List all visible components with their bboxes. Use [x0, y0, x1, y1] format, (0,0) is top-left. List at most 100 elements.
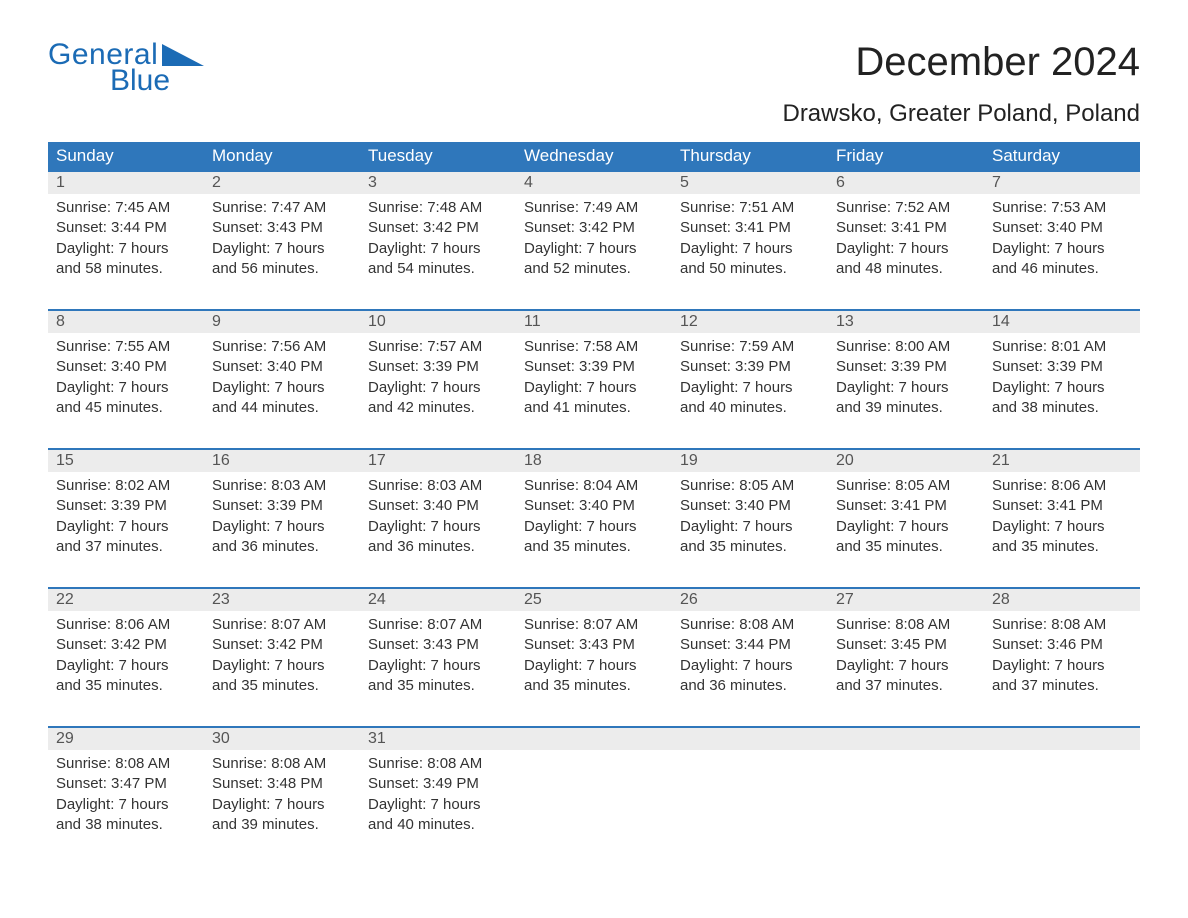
day-body-cell: Sunrise: 7:56 AMSunset: 3:40 PMDaylight:… — [204, 333, 360, 429]
daylight-line: and 35 minutes. — [680, 537, 820, 557]
col-wednesday: Wednesday — [516, 142, 672, 171]
daylight-line: and 52 minutes. — [524, 259, 664, 279]
sunset-line: Sunset: 3:39 PM — [368, 357, 508, 377]
daylight-line: Daylight: 7 hours — [56, 795, 196, 815]
day-number-cell — [984, 727, 1140, 750]
day-number-cell: 11 — [516, 310, 672, 333]
col-tuesday: Tuesday — [360, 142, 516, 171]
sunrise-line: Sunrise: 7:56 AM — [212, 337, 352, 357]
day-body-cell: Sunrise: 8:08 AMSunset: 3:45 PMDaylight:… — [828, 611, 984, 707]
day-body-cell: Sunrise: 8:06 AMSunset: 3:42 PMDaylight:… — [48, 611, 204, 707]
day-number-cell: 13 — [828, 310, 984, 333]
daylight-line: and 35 minutes. — [992, 537, 1132, 557]
daylight-line: Daylight: 7 hours — [212, 378, 352, 398]
daylight-line: and 40 minutes. — [680, 398, 820, 418]
daylight-line: Daylight: 7 hours — [524, 239, 664, 259]
brand-word2: Blue — [48, 66, 204, 96]
sunrise-line: Sunrise: 8:06 AM — [992, 476, 1132, 496]
sunset-line: Sunset: 3:43 PM — [212, 218, 352, 238]
day-body-cell — [828, 750, 984, 846]
sunset-line: Sunset: 3:42 PM — [524, 218, 664, 238]
sunrise-line: Sunrise: 8:04 AM — [524, 476, 664, 496]
day-body-cell: Sunrise: 8:05 AMSunset: 3:41 PMDaylight:… — [828, 472, 984, 568]
sunrise-line: Sunrise: 8:08 AM — [368, 754, 508, 774]
daylight-line: and 39 minutes. — [212, 815, 352, 835]
day-body-cell — [516, 750, 672, 846]
sunrise-line: Sunrise: 7:51 AM — [680, 198, 820, 218]
day-number-cell: 17 — [360, 449, 516, 472]
day-number-cell — [672, 727, 828, 750]
sunrise-line: Sunrise: 7:47 AM — [212, 198, 352, 218]
sunrise-line: Sunrise: 8:07 AM — [368, 615, 508, 635]
daylight-line: Daylight: 7 hours — [680, 239, 820, 259]
sunset-line: Sunset: 3:44 PM — [680, 635, 820, 655]
sunset-line: Sunset: 3:42 PM — [56, 635, 196, 655]
day-body-cell: Sunrise: 8:07 AMSunset: 3:42 PMDaylight:… — [204, 611, 360, 707]
sunrise-line: Sunrise: 8:07 AM — [524, 615, 664, 635]
day-number-cell: 27 — [828, 588, 984, 611]
day-body-cell: Sunrise: 8:06 AMSunset: 3:41 PMDaylight:… — [984, 472, 1140, 568]
week-daybody-row: Sunrise: 8:06 AMSunset: 3:42 PMDaylight:… — [48, 611, 1140, 707]
day-number-cell: 10 — [360, 310, 516, 333]
week-spacer — [48, 429, 1140, 449]
day-body-cell: Sunrise: 8:07 AMSunset: 3:43 PMDaylight:… — [516, 611, 672, 707]
daylight-line: Daylight: 7 hours — [56, 378, 196, 398]
day-number-cell: 5 — [672, 171, 828, 194]
sunrise-line: Sunrise: 7:53 AM — [992, 198, 1132, 218]
day-number-cell: 20 — [828, 449, 984, 472]
daylight-line: and 35 minutes. — [56, 676, 196, 696]
sunset-line: Sunset: 3:39 PM — [836, 357, 976, 377]
calendar-table: Sunday Monday Tuesday Wednesday Thursday… — [48, 142, 1140, 846]
sunrise-line: Sunrise: 7:57 AM — [368, 337, 508, 357]
sunset-line: Sunset: 3:39 PM — [992, 357, 1132, 377]
day-body-cell: Sunrise: 8:03 AMSunset: 3:39 PMDaylight:… — [204, 472, 360, 568]
sunset-line: Sunset: 3:39 PM — [680, 357, 820, 377]
day-number-cell: 24 — [360, 588, 516, 611]
daylight-line: and 35 minutes. — [836, 537, 976, 557]
day-number-cell: 7 — [984, 171, 1140, 194]
day-number-cell: 19 — [672, 449, 828, 472]
daylight-line: Daylight: 7 hours — [56, 656, 196, 676]
day-number-cell: 31 — [360, 727, 516, 750]
sunrise-line: Sunrise: 8:01 AM — [992, 337, 1132, 357]
day-number-cell: 9 — [204, 310, 360, 333]
sunset-line: Sunset: 3:39 PM — [212, 496, 352, 516]
day-number-cell: 23 — [204, 588, 360, 611]
daylight-line: Daylight: 7 hours — [836, 517, 976, 537]
day-body-cell: Sunrise: 7:51 AMSunset: 3:41 PMDaylight:… — [672, 194, 828, 290]
day-body-cell: Sunrise: 7:57 AMSunset: 3:39 PMDaylight:… — [360, 333, 516, 429]
daylight-line: and 44 minutes. — [212, 398, 352, 418]
sunrise-line: Sunrise: 8:02 AM — [56, 476, 196, 496]
sunset-line: Sunset: 3:40 PM — [992, 218, 1132, 238]
day-number-cell: 28 — [984, 588, 1140, 611]
daylight-line: Daylight: 7 hours — [368, 795, 508, 815]
sunset-line: Sunset: 3:41 PM — [836, 218, 976, 238]
col-sunday: Sunday — [48, 142, 204, 171]
day-body-cell: Sunrise: 7:53 AMSunset: 3:40 PMDaylight:… — [984, 194, 1140, 290]
day-body-cell: Sunrise: 7:45 AMSunset: 3:44 PMDaylight:… — [48, 194, 204, 290]
sunrise-line: Sunrise: 8:08 AM — [56, 754, 196, 774]
daylight-line: Daylight: 7 hours — [368, 239, 508, 259]
daylight-line: and 35 minutes. — [524, 676, 664, 696]
day-body-cell: Sunrise: 8:08 AMSunset: 3:46 PMDaylight:… — [984, 611, 1140, 707]
daylight-line: Daylight: 7 hours — [368, 517, 508, 537]
daylight-line: and 45 minutes. — [56, 398, 196, 418]
week-daynum-row: 22232425262728 — [48, 588, 1140, 611]
sunrise-line: Sunrise: 8:00 AM — [836, 337, 976, 357]
daylight-line: Daylight: 7 hours — [524, 378, 664, 398]
daylight-line: and 36 minutes. — [212, 537, 352, 557]
daylight-line: Daylight: 7 hours — [368, 656, 508, 676]
day-body-cell: Sunrise: 8:07 AMSunset: 3:43 PMDaylight:… — [360, 611, 516, 707]
day-body-cell: Sunrise: 8:05 AMSunset: 3:40 PMDaylight:… — [672, 472, 828, 568]
daylight-line: and 56 minutes. — [212, 259, 352, 279]
daylight-line: and 35 minutes. — [368, 676, 508, 696]
sunset-line: Sunset: 3:40 PM — [524, 496, 664, 516]
sunrise-line: Sunrise: 7:59 AM — [680, 337, 820, 357]
day-body-cell: Sunrise: 8:08 AMSunset: 3:49 PMDaylight:… — [360, 750, 516, 846]
day-body-cell: Sunrise: 7:49 AMSunset: 3:42 PMDaylight:… — [516, 194, 672, 290]
daylight-line: Daylight: 7 hours — [992, 239, 1132, 259]
sunrise-line: Sunrise: 8:05 AM — [836, 476, 976, 496]
day-body-cell: Sunrise: 8:02 AMSunset: 3:39 PMDaylight:… — [48, 472, 204, 568]
daylight-line: Daylight: 7 hours — [212, 795, 352, 815]
week-daynum-row: 891011121314 — [48, 310, 1140, 333]
